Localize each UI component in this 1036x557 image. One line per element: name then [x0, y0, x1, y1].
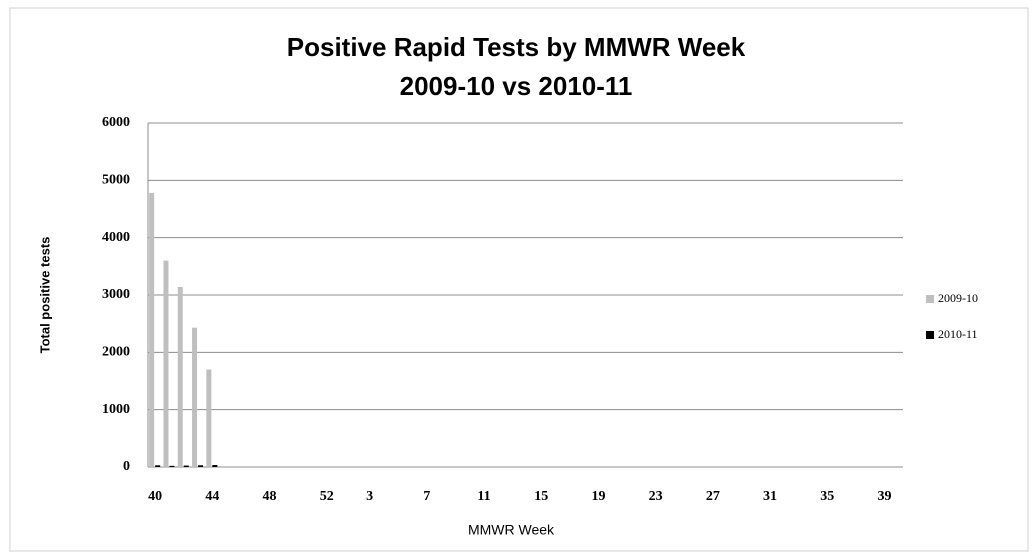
chart-title: Positive Rapid Tests by MMWR Week [287, 32, 746, 62]
bar [149, 192, 155, 468]
bar [212, 464, 218, 467]
bar [183, 465, 189, 467]
x-tick-label: 48 [263, 489, 277, 504]
legend-label: 2010-11 [938, 327, 978, 341]
bar [169, 465, 175, 467]
y-tick-label: 5000 [102, 173, 130, 188]
x-tick-label: 23 [649, 489, 663, 504]
x-tick-label: 3 [366, 489, 373, 504]
y-axis-title: Total positive tests [37, 237, 52, 354]
x-tick-label: 11 [477, 489, 490, 504]
x-tick-label: 31 [763, 489, 777, 504]
y-tick-label: 6000 [102, 115, 130, 130]
x-tick-label: 27 [706, 489, 720, 504]
bar [198, 465, 204, 467]
chart-subtitle: 2009-10 vs 2010-11 [400, 71, 633, 101]
y-tick-label: 4000 [102, 230, 130, 245]
y-tick-label: 3000 [102, 287, 130, 302]
x-tick-label: 15 [534, 489, 548, 504]
bar [155, 465, 161, 467]
bar [163, 260, 169, 467]
legend-label: 2009-10 [938, 291, 978, 305]
x-tick-label: 44 [205, 489, 219, 504]
x-tick-label: 39 [877, 489, 891, 504]
x-tick-label: 35 [820, 489, 834, 504]
bar [177, 286, 183, 467]
x-tick-label: 19 [591, 489, 605, 504]
legend-swatch [926, 331, 934, 339]
bar [192, 327, 198, 467]
x-axis-title: MMWR Week [468, 522, 555, 538]
y-tick-label: 0 [123, 459, 130, 474]
y-tick-label: 1000 [102, 402, 130, 417]
x-tick-label: 40 [148, 489, 162, 504]
bar [206, 369, 212, 467]
x-tick-label: 52 [320, 489, 334, 504]
legend-swatch [926, 295, 934, 303]
y-tick-label: 2000 [102, 345, 130, 360]
x-tick-label: 7 [423, 489, 430, 504]
